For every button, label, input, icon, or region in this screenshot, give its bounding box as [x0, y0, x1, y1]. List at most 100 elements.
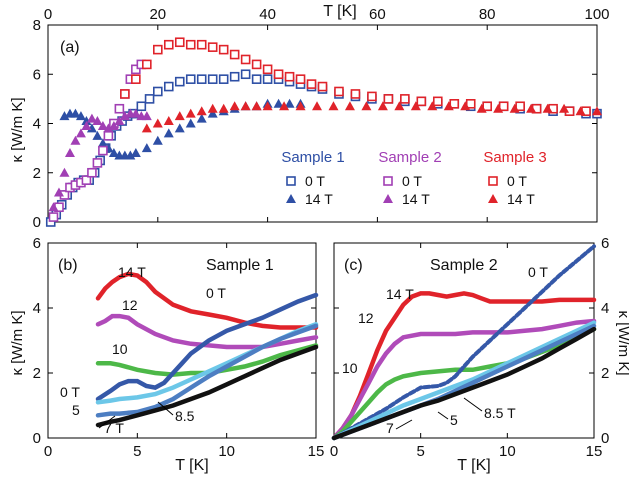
marker-open-square: [131, 64, 141, 75]
marker-open-square: [174, 37, 185, 48]
series-line: [95, 323, 319, 418]
marker-open-square: [515, 101, 525, 112]
y-tick-label: 6: [33, 235, 41, 252]
marker-filled-triangle: [92, 130, 103, 140]
annotation-leader: [463, 397, 483, 412]
marker-filled-triangle: [476, 103, 487, 113]
marker-open-square: [185, 74, 196, 84]
marker-filled-triangle: [488, 194, 498, 203]
marker-filled-triangle: [251, 101, 262, 111]
marker-open-square: [251, 59, 262, 70]
y-tick-label: 0: [601, 430, 609, 447]
series-line: [95, 344, 319, 428]
marker-filled-triangle: [262, 101, 273, 111]
marker-filled-triangle: [119, 111, 130, 121]
marker-filled-triangle: [185, 108, 196, 118]
marker-open-square: [142, 59, 152, 70]
marker-filled-triangle: [218, 103, 229, 113]
marker-filled-triangle: [53, 187, 64, 197]
marker-open-square: [174, 76, 185, 87]
marker-open-square: [131, 74, 141, 84]
marker-filled-triangle: [207, 108, 218, 118]
marker-filled-triangle: [108, 120, 119, 130]
marker-filled-triangle: [240, 101, 251, 111]
marker-filled-triangle: [279, 101, 290, 111]
panel-a: 0 20 40 60 80 100 0 2 4 6 8 T [K] κ [W/m K] (a) Sample…: [9, 3, 610, 231]
marker-filled-triangle: [64, 148, 75, 158]
marker-open-square: [218, 44, 229, 55]
y-axis-label: κ [W/m K]: [9, 311, 26, 376]
curve-annotation: 14 T: [118, 264, 146, 280]
marker-filled-triangle: [59, 111, 70, 121]
marker-open-square: [87, 167, 97, 178]
y-tick-label: 2: [601, 365, 609, 382]
marker-filled-triangle: [328, 101, 339, 111]
marker-filled-triangle: [108, 148, 119, 158]
marker-filled-triangle: [75, 111, 86, 121]
y-tick-label: 2: [33, 165, 41, 182]
marker-filled-triangle: [575, 106, 586, 116]
series-line: [331, 320, 597, 441]
x-tick-label: 5: [416, 443, 424, 460]
marker-open-square: [163, 39, 174, 50]
y-axis-label: κ [W/m K]: [615, 311, 629, 376]
series-line: [95, 271, 319, 330]
marker-filled-triangle: [59, 167, 70, 177]
marker-open-square: [229, 49, 240, 60]
marker-filled-triangle: [542, 103, 553, 113]
marker-filled-triangle: [86, 123, 97, 133]
marker-open-square: [317, 81, 328, 92]
y-tick-label: 0: [33, 430, 41, 447]
x-tick-label: 10: [499, 443, 516, 460]
marker-open-square: [114, 103, 125, 114]
marker-open-square: [196, 74, 207, 84]
marker-open-square: [81, 175, 92, 185]
marker-filled-triangle: [526, 103, 537, 113]
y-tick-label: 4: [33, 116, 41, 133]
marker-open-square: [218, 74, 229, 84]
marker-filled-triangle: [344, 101, 355, 111]
series-line: [95, 292, 319, 402]
marker-filled-triangle: [97, 138, 108, 148]
marker-filled-triangle: [229, 101, 240, 111]
curve-annotation: 0 T: [206, 285, 226, 301]
x-tick-label: 10: [218, 443, 235, 460]
marker-filled-triangle: [174, 123, 185, 133]
panel-label: (a): [60, 39, 80, 56]
marker-open-square: [383, 176, 393, 186]
marker-open-square: [229, 71, 240, 82]
marker-open-square: [465, 99, 476, 109]
x-tick-label: 80: [479, 6, 496, 23]
marker-open-square: [240, 69, 251, 80]
marker-open-square: [144, 94, 155, 104]
marker-filled-triangle: [48, 202, 59, 212]
marker-open-square: [120, 89, 130, 99]
marker-filled-triangle: [394, 101, 405, 111]
x-tick-label: 15: [586, 443, 603, 460]
marker-filled-triangle: [383, 194, 393, 203]
marker-open-square: [185, 39, 196, 50]
legend-entry-label: 0 T: [305, 173, 325, 189]
marker-filled-triangle: [460, 101, 471, 111]
marker-filled-triangle: [163, 116, 174, 126]
marker-filled-triangle: [70, 135, 81, 145]
x-tick-label: 0: [44, 6, 52, 23]
marker-open-square: [432, 96, 443, 107]
marker-open-square: [334, 86, 344, 97]
marker-filled-triangle: [410, 101, 421, 111]
curve-annotation: 5: [450, 412, 458, 428]
marker-filled-triangle: [125, 150, 136, 160]
x-tick-label: 15: [308, 443, 325, 460]
marker-open-square: [383, 94, 394, 104]
marker-open-square: [251, 74, 262, 84]
marker-filled-triangle: [273, 98, 284, 108]
marker-filled-triangle: [443, 101, 454, 111]
x-tick-label: 0: [44, 443, 52, 460]
marker-open-square: [449, 99, 460, 109]
x-tick-label: 60: [369, 6, 386, 23]
marker-filled-triangle: [141, 111, 152, 121]
marker-filled-triangle: [152, 135, 163, 145]
marker-open-square: [400, 94, 410, 104]
legend-title: Sample 1: [281, 149, 344, 166]
